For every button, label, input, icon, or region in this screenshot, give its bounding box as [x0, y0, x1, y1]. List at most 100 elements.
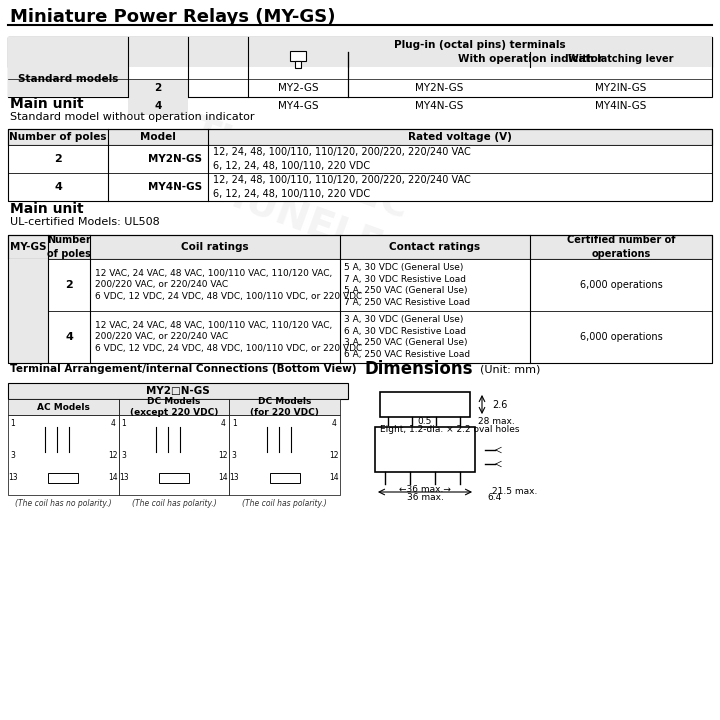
Bar [348, 52, 712, 67]
Text: 1: 1 [232, 418, 237, 428]
Bar [8, 235, 712, 259]
Text: 13: 13 [230, 472, 239, 482]
Text: 6,000 operations: 6,000 operations [580, 332, 662, 342]
Bar [290, 51, 306, 61]
Text: MY2□N-GS: MY2□N-GS [146, 386, 210, 396]
Text: 13: 13 [119, 472, 128, 482]
Text: 14: 14 [219, 472, 228, 482]
Text: (The coil has no polarity.): (The coil has no polarity.) [15, 498, 112, 508]
Bar [119, 399, 230, 415]
Text: ONLINE: ONLINE [216, 274, 384, 366]
Text: 12: 12 [219, 451, 228, 459]
Bar [375, 427, 475, 472]
Text: Miniature Power Relays (MY-GS): Miniature Power Relays (MY-GS) [10, 8, 336, 26]
Text: MY4N-GS: MY4N-GS [415, 101, 463, 111]
Text: 14: 14 [329, 472, 339, 482]
Text: 12 VAC, 24 VAC, 48 VAC, 100/110 VAC, 110/120 VAC,
200/220 VAC, or 220/240 VAC
6 : 12 VAC, 24 VAC, 48 VAC, 100/110 VAC, 110… [95, 269, 362, 301]
Text: MY2-GS: MY2-GS [278, 83, 318, 93]
Bar [8, 311, 712, 363]
Text: UL-certified Models: UL508: UL-certified Models: UL508 [10, 217, 160, 227]
Text: 12 VAC, 24 VAC, 48 VAC, 100/110 VAC, 110/120 VAC,
200/220 VAC, or 220/240 VAC
6 : 12 VAC, 24 VAC, 48 VAC, 100/110 VAC, 110… [95, 320, 362, 354]
Bar [8, 259, 48, 363]
Text: MY4IN-GS: MY4IN-GS [595, 101, 647, 111]
Text: MY2N-GS: MY2N-GS [415, 83, 463, 93]
Bar [248, 37, 712, 52]
Text: 21.5 max.: 21.5 max. [492, 487, 538, 497]
Text: 4: 4 [65, 332, 73, 342]
Text: Number of poles: Number of poles [9, 132, 107, 142]
Text: Main unit: Main unit [10, 97, 84, 111]
Bar [159, 473, 189, 483]
Text: MY-GS: MY-GS [10, 242, 46, 252]
Bar [8, 145, 712, 173]
Text: Certified number of
operations: Certified number of operations [567, 235, 675, 258]
Text: 2: 2 [54, 154, 62, 164]
Bar [8, 37, 712, 97]
Bar [8, 129, 712, 145]
Text: 12, 24, 48, 100/110, 110/120, 200/220, 220/240 VAC
6, 12, 24, 48, 100/110, 220 V: 12, 24, 48, 100/110, 110/120, 200/220, 2… [213, 148, 471, 171]
Text: With operation indicator: With operation indicator [457, 55, 603, 65]
Text: MY2IN-GS: MY2IN-GS [595, 83, 647, 93]
Text: Coil ratings: Coil ratings [181, 242, 249, 252]
Text: THUNELEC: THUNELEC [185, 163, 415, 277]
Bar [119, 415, 230, 495]
Text: 4: 4 [54, 182, 62, 192]
Bar [8, 259, 712, 311]
Text: 6.4: 6.4 [488, 493, 502, 503]
Text: 4: 4 [221, 418, 226, 428]
Text: 5 A, 30 VDC (General Use)
7 A, 30 VDC Resistive Load
5 A, 250 VAC (General Use)
: 5 A, 30 VDC (General Use) 7 A, 30 VDC Re… [344, 263, 470, 307]
Text: 1: 1 [11, 418, 15, 428]
Text: 13: 13 [8, 472, 18, 482]
Bar [230, 399, 340, 415]
Text: (The coil has polarity.): (The coil has polarity.) [243, 498, 327, 508]
Text: 28 max.: 28 max. [478, 418, 515, 426]
Text: Dimensions: Dimensions [365, 360, 474, 378]
Text: 6,000 operations: 6,000 operations [580, 280, 662, 290]
Text: DC Models
(for 220 VDC): DC Models (for 220 VDC) [251, 397, 319, 418]
Text: 2.6: 2.6 [492, 400, 508, 410]
Text: With latching lever: With latching lever [568, 55, 674, 65]
Bar [8, 37, 712, 67]
Text: 2: 2 [154, 83, 161, 93]
Text: Contact ratings: Contact ratings [390, 242, 480, 252]
Text: MY2N-GS: MY2N-GS [148, 154, 202, 164]
Text: 12: 12 [329, 451, 338, 459]
Text: DC Models
(except 220 VDC): DC Models (except 220 VDC) [130, 397, 218, 418]
Text: 0.5: 0.5 [418, 418, 432, 426]
Text: 3: 3 [121, 451, 126, 459]
Text: Model: Model [140, 132, 176, 142]
Text: Rated voltage (V): Rated voltage (V) [408, 132, 512, 142]
Text: 3: 3 [11, 451, 15, 459]
Bar [8, 415, 119, 495]
Bar [8, 259, 48, 363]
Bar [48, 473, 78, 483]
Text: 14: 14 [108, 472, 117, 482]
Bar [8, 173, 712, 201]
Text: AC Models: AC Models [37, 402, 90, 412]
Text: Plug-in (octal pins) terminals: Plug-in (octal pins) terminals [394, 40, 566, 50]
Text: 12, 24, 48, 100/110, 110/120, 200/220, 220/240 VAC
6, 12, 24, 48, 100/110, 220 V: 12, 24, 48, 100/110, 110/120, 200/220, 2… [213, 176, 471, 199]
Bar [8, 129, 712, 201]
Text: 4: 4 [154, 101, 162, 111]
Text: 36 max.: 36 max. [407, 493, 444, 503]
Text: 3: 3 [232, 451, 237, 459]
Bar [380, 392, 470, 417]
Text: Eight, 1.2-dia. × 2.2 oval holes: Eight, 1.2-dia. × 2.2 oval holes [380, 425, 520, 433]
Text: (The coil has polarity.): (The coil has polarity.) [132, 498, 217, 508]
Text: Terminal Arrangement/internal Connections (Bottom View): Terminal Arrangement/internal Connection… [10, 364, 356, 374]
Text: MY4N-GS: MY4N-GS [148, 182, 202, 192]
Text: Number
of poles: Number of poles [47, 235, 91, 258]
Bar [295, 61, 301, 68]
Text: 4: 4 [110, 418, 115, 428]
Text: (Unit: mm): (Unit: mm) [480, 364, 541, 374]
Text: THUNELEC: THUNELEC [185, 113, 415, 228]
Text: 3 A, 30 VDC (General Use)
6 A, 30 VDC Resistive Load
3 A, 250 VAC (General Use)
: 3 A, 30 VDC (General Use) 6 A, 30 VDC Re… [344, 315, 470, 359]
Bar [530, 52, 712, 67]
Text: ←36 max.→: ←36 max.→ [399, 485, 451, 495]
Bar [128, 79, 188, 97]
Bar [8, 383, 348, 399]
Text: 1: 1 [121, 418, 126, 428]
Text: 12: 12 [108, 451, 117, 459]
Text: Standard models: Standard models [18, 74, 118, 84]
Bar [8, 61, 128, 97]
